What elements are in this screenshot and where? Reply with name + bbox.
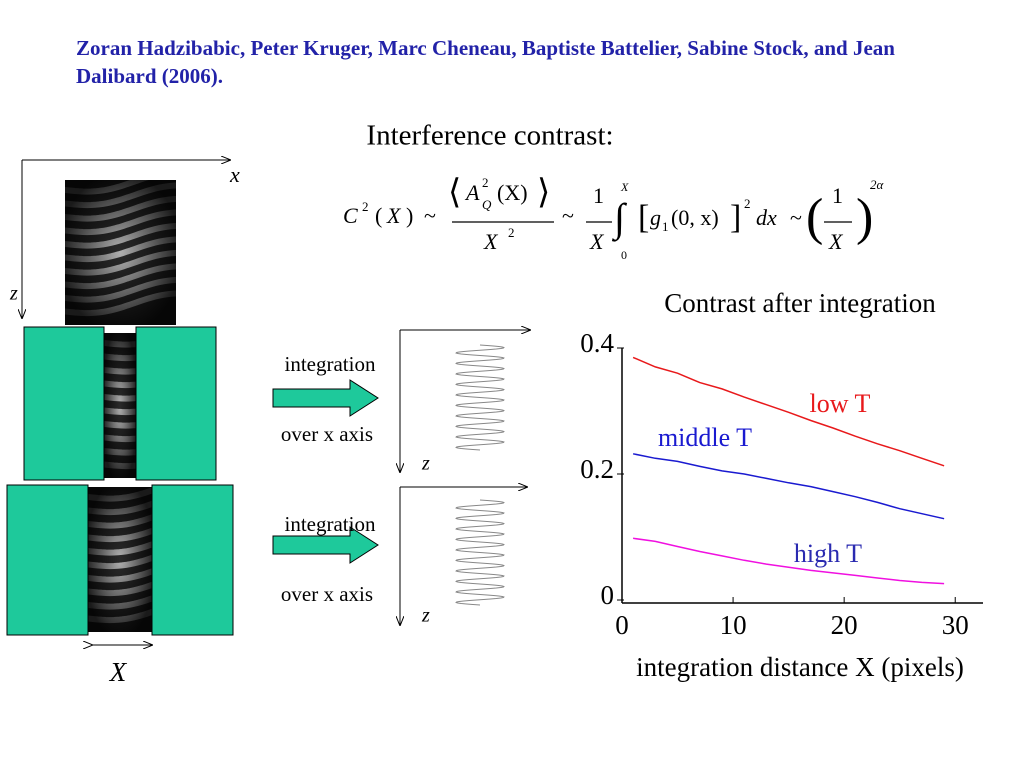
formula-part: 2 [362, 199, 369, 214]
formula-part: 2α [870, 177, 885, 192]
formula-part: ( [375, 203, 382, 228]
formula-part: A [464, 180, 480, 205]
fringe-image [88, 487, 152, 632]
formula-part: 1 [593, 183, 604, 208]
vignette [88, 487, 152, 632]
formula-part: X [386, 203, 402, 228]
formula-part: 1 [832, 183, 843, 208]
formula-part: 2 [482, 175, 489, 190]
formula-part: C [343, 203, 358, 228]
profile-wave [455, 499, 505, 606]
x-tick-label: 20 [831, 610, 858, 640]
x-tick-label: 30 [942, 610, 969, 640]
x-tick-label: 10 [720, 610, 747, 640]
mask-block [6, 484, 89, 636]
axis-label: z [421, 453, 430, 475]
series-line [632, 356, 945, 467]
x-axis-label: integration distance X (pixels) [636, 652, 964, 682]
formula-part: (0, x) [671, 205, 719, 230]
formula-part: ] [730, 199, 741, 236]
citation: Zoran Hadzibabic, Peter Kruger, Marc Che… [76, 36, 895, 88]
axis-label: z [9, 283, 18, 305]
formula-part: 0 [621, 248, 627, 262]
axis-label: x [229, 162, 240, 187]
formula-part: (X) [497, 180, 528, 205]
formula-part: dx [756, 205, 777, 230]
formula-part: ⟨ [448, 174, 461, 211]
mask-block [151, 484, 234, 636]
x-tick-label: 0 [615, 610, 629, 640]
series-label: low T [810, 389, 871, 418]
green-arrow [272, 379, 379, 417]
series-label: middle T [658, 423, 752, 452]
step-label: integration [285, 352, 376, 376]
y-tick-label: 0 [601, 580, 615, 610]
formula-part: ) [406, 203, 413, 228]
mask-block [23, 326, 105, 481]
formula-part: 2 [508, 225, 515, 240]
mask-block [135, 326, 217, 481]
y-tick-label: 0.4 [580, 328, 614, 358]
formula-part: ∫ [611, 195, 628, 242]
formula-part: X [483, 229, 499, 254]
series-line [632, 537, 945, 585]
formula-part: X [589, 229, 605, 254]
fringe-image [104, 333, 136, 478]
step-label: over x axis [281, 582, 373, 606]
formula: C 2 ( X ) ~ ⟨ A 2 Q (X) ⟩ X 2 ~ 1 X ∫ X … [343, 174, 885, 262]
series-line [632, 453, 945, 520]
step-label: over x axis [281, 422, 373, 446]
green-arrow [272, 526, 379, 564]
fringe-image [65, 180, 176, 325]
profile-wave [455, 344, 505, 451]
vignette [104, 333, 136, 478]
vignette [65, 180, 176, 325]
formula-part: g [650, 205, 661, 230]
formula-part: Q [482, 197, 492, 212]
chart: Contrast after integration 0 0.2 0.4 0 10 20 30… [580, 288, 983, 640]
formula-part: ⟩ [537, 174, 550, 211]
chart-title: Contrast after integration [664, 288, 936, 318]
formula-part: 1 [662, 219, 669, 234]
fringe-images [65, 180, 176, 632]
heading: Interference contrast: [366, 120, 613, 152]
formula-part: ~ [424, 203, 436, 228]
series-label: high T [794, 539, 862, 568]
formula-part: X [828, 229, 844, 254]
step-label: integration [285, 512, 376, 536]
width-label: X [109, 657, 128, 687]
formula-part: ) [856, 189, 873, 246]
formula-part: 2 [744, 196, 751, 211]
formula-part: ~ [562, 203, 574, 228]
formula-part: [ [638, 199, 649, 236]
formula-part: ~ [790, 205, 802, 230]
profiles [455, 344, 505, 606]
axis-label: z [421, 605, 430, 627]
formula-part: X [620, 180, 629, 194]
y-tick-label: 0.2 [580, 454, 614, 484]
formula-part: ( [806, 189, 823, 246]
